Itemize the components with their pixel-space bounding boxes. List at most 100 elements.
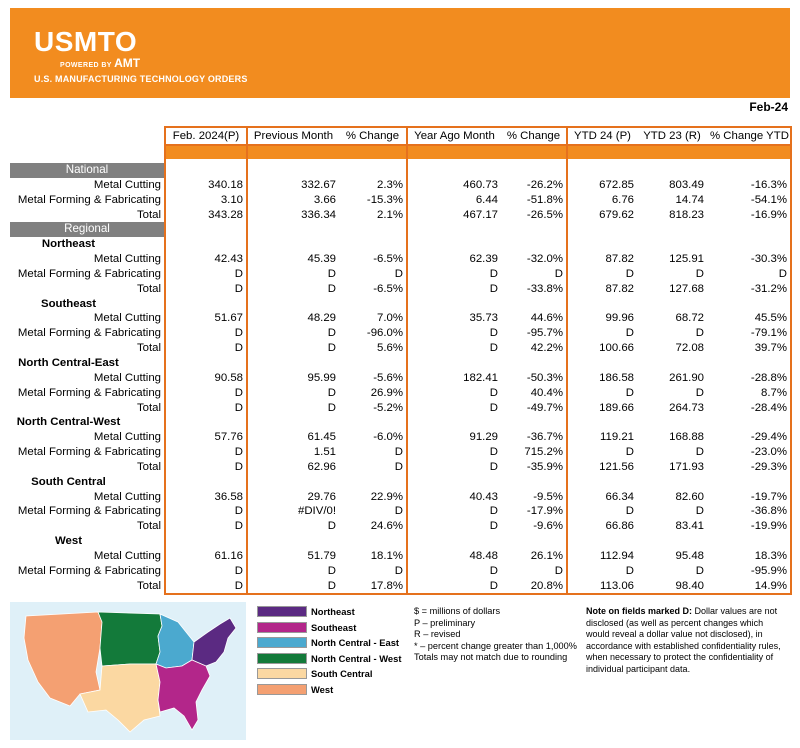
orders-table: Feb. 2024(P) Previous Month % Change Yea… [10, 126, 792, 596]
value-cell: 467.17 [406, 207, 501, 223]
empty-cell [566, 222, 637, 238]
empty-cell [164, 222, 248, 238]
value-cell: D [695, 446, 704, 459]
col-header: % Change YTD [707, 126, 792, 146]
table-row: Total D 62.96 D D -35.9% 121.56 171.93 -29.3% [10, 459, 792, 475]
value-cell: 119.21 [566, 430, 637, 446]
row-label: Total [136, 208, 161, 221]
section-regional: Regional [10, 222, 792, 238]
value-cell: 336.34 [246, 207, 339, 223]
value-cell: D [501, 563, 568, 579]
region-heading-label: West [54, 535, 82, 548]
value-cell: 264.73 [669, 401, 704, 414]
value-cell: -29.3% [707, 459, 792, 475]
value-cell: 332.67 [246, 177, 339, 193]
empty-cell [566, 355, 637, 371]
report-date: Feb-24 [749, 100, 788, 114]
value-cell: 48.48 [406, 548, 501, 564]
table-row: Metal Cutting 90.58 95.99 -5.6% 182.41 -50.3%… [10, 370, 792, 386]
value-cell: 51.67 [164, 311, 248, 327]
table-body: National Metal Cutting 340.18 332.67 2.3% 460… [10, 145, 792, 596]
note-line: Totals may not match due to rounding [414, 652, 568, 663]
legend-label: North Central - West [311, 652, 402, 664]
value-cell: D [246, 519, 339, 535]
value-cell: 6.44 [406, 192, 501, 208]
value-cell: 95.99 [246, 370, 339, 386]
value-cell: D [339, 504, 408, 520]
value-cell: 22.9% [339, 489, 408, 505]
legend-item: Northeast [257, 604, 401, 620]
empty-cell [406, 296, 501, 312]
region-heading: West [10, 534, 792, 549]
empty-cell [637, 415, 707, 430]
powered-by: POWERED BY AMT [60, 56, 140, 70]
value-cell: 5.6% [339, 341, 408, 356]
value-cell: -95.7% [501, 326, 568, 342]
value-cell: 82.60 [675, 490, 704, 503]
value-cell: -29.4% [707, 430, 792, 446]
empty-cell [406, 222, 501, 238]
value-cell: -16.9% [707, 207, 792, 223]
value-cell: 51.79 [246, 548, 339, 564]
table-row: Total D D -5.2% D -49.7% 189.66 264.73 -28.4% [10, 400, 792, 416]
value-cell: D [566, 504, 637, 520]
value-cell: 91.29 [406, 430, 501, 446]
north-central-west-region [97, 611, 163, 667]
empty-cell [566, 163, 637, 178]
value-cell: D [164, 459, 248, 475]
empty-cell [164, 237, 248, 253]
value-cell: -35.9% [501, 459, 568, 475]
row-label: Metal Cutting [93, 549, 161, 562]
empty-cell [406, 355, 501, 371]
value-cell: -50.3% [501, 370, 568, 386]
value-cell: D [164, 326, 248, 342]
value-cell: 24.6% [339, 519, 408, 535]
value-cell: 8.7% [707, 385, 792, 401]
value-cell: D [707, 266, 792, 282]
value-cell: -17.9% [501, 504, 568, 520]
value-cell: 40.43 [406, 489, 501, 505]
value-cell: D [246, 578, 339, 596]
value-cell: -6.5% [339, 252, 408, 267]
legend-label: Southeast [311, 621, 357, 633]
orders-table-wrapper: Feb. 2024(P) Previous Month % Change Yea… [10, 126, 792, 596]
row-label: Metal Cutting [93, 371, 161, 384]
value-cell: D [406, 341, 501, 356]
value-cell: 112.94 [566, 548, 637, 564]
value-cell: -19.9% [707, 519, 792, 535]
value-cell: D [406, 445, 501, 460]
empty-cell [501, 415, 568, 431]
value-cell: 460.73 [406, 177, 501, 193]
southeast-region [155, 659, 211, 731]
value-cell: 679.62 [566, 207, 637, 223]
empty-cell [406, 237, 501, 253]
value-cell: 87.82 [566, 281, 637, 297]
disclosure-note: Note on fields marked D: Dollar values a… [586, 606, 786, 676]
table-row: Metal Cutting 42.43 45.39 -6.5% 62.39 -32.0% 8… [10, 252, 792, 267]
legend-item: South Central [257, 666, 401, 682]
empty-cell [501, 159, 568, 163]
value-cell: 95.48 [675, 549, 704, 562]
section-regional-label: Regional [10, 222, 165, 238]
empty-cell [501, 355, 568, 371]
note-line: $ = millions of dollars [414, 606, 501, 616]
empty-cell [406, 534, 501, 549]
table-row: Metal Forming & Fabricating 3.10 3.66 -15.3… [10, 192, 792, 208]
value-cell: -5.2% [339, 400, 408, 416]
value-cell: #DIV/0! [246, 504, 339, 520]
value-cell: -28.8% [707, 370, 792, 386]
value-cell: D [246, 266, 339, 282]
legend-label: West [311, 683, 334, 695]
empty-cell [707, 159, 792, 163]
empty-cell [246, 534, 339, 549]
empty-cell [164, 159, 248, 163]
empty-cell [637, 222, 707, 237]
row-label: Metal Forming & Fabricating [17, 267, 161, 280]
value-cell: D [164, 445, 248, 460]
row-label: Total [136, 342, 161, 355]
empty-cell [246, 415, 339, 431]
value-cell: D [695, 386, 704, 399]
value-cell: 26.9% [339, 385, 408, 401]
value-cell: D [695, 327, 704, 340]
col-header: % Change [501, 126, 568, 146]
